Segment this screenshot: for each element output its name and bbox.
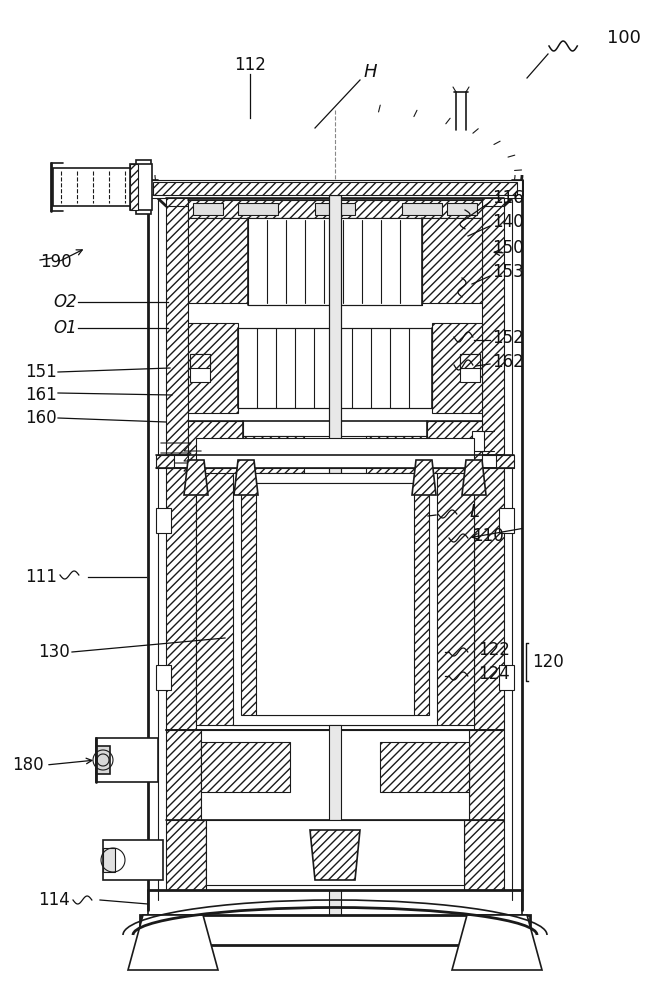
Text: 151: 151 (26, 363, 57, 381)
Bar (469, 730, 504, 820)
Bar (243, 436, 427, 496)
Bar (256, 483, 414, 715)
Bar (188, 421, 243, 496)
Bar (402, 203, 442, 215)
Bar (166, 198, 188, 455)
Bar (499, 665, 514, 690)
Bar (188, 218, 248, 303)
Bar (366, 436, 427, 481)
Bar (496, 455, 514, 468)
Bar (482, 198, 504, 455)
Bar (196, 473, 474, 725)
Text: 161: 161 (26, 386, 57, 404)
Text: 112: 112 (234, 56, 266, 74)
Bar (103, 848, 115, 872)
Text: 111: 111 (25, 568, 57, 586)
Polygon shape (234, 460, 258, 495)
Text: L: L (470, 503, 480, 521)
Bar (380, 742, 469, 792)
Bar (153, 182, 517, 195)
Bar (136, 160, 151, 214)
Text: 152: 152 (492, 329, 524, 347)
Bar (241, 483, 429, 715)
Bar (96, 746, 110, 774)
Bar (190, 354, 210, 368)
Bar (201, 730, 469, 820)
Bar (166, 820, 206, 890)
Text: 124: 124 (478, 665, 510, 683)
Text: 122: 122 (478, 641, 510, 659)
Text: 100: 100 (607, 29, 641, 47)
Bar (196, 730, 474, 760)
Bar (447, 203, 477, 215)
Bar (206, 820, 464, 890)
Text: 162: 162 (492, 353, 524, 371)
Text: 190: 190 (40, 253, 71, 271)
Bar (460, 354, 480, 368)
Bar (315, 203, 355, 215)
Bar (130, 164, 152, 210)
Text: H: H (364, 63, 377, 81)
Bar (464, 820, 504, 890)
Bar (190, 354, 210, 382)
Bar (166, 468, 196, 730)
Bar (460, 354, 480, 382)
Bar (201, 742, 290, 792)
Bar (499, 508, 514, 533)
Text: 140: 140 (492, 213, 523, 231)
Bar (148, 180, 522, 198)
Bar (248, 218, 422, 305)
Polygon shape (184, 460, 208, 495)
Bar (188, 323, 238, 413)
Text: O1: O1 (53, 319, 77, 337)
Polygon shape (462, 460, 486, 495)
Bar (206, 820, 464, 885)
Text: 153: 153 (492, 263, 524, 281)
Bar (156, 508, 171, 533)
Bar (474, 468, 504, 730)
Bar (432, 323, 482, 413)
Bar (53, 168, 148, 206)
Bar (329, 725, 341, 915)
Bar (233, 473, 437, 725)
Bar (238, 328, 432, 408)
Bar (329, 195, 341, 500)
Text: 116: 116 (492, 189, 524, 207)
Bar (243, 436, 304, 481)
Bar (427, 421, 482, 496)
Text: 120: 120 (532, 653, 564, 671)
Bar (103, 840, 163, 880)
Bar (188, 200, 482, 218)
Bar (140, 915, 530, 945)
Polygon shape (128, 915, 218, 970)
Bar (193, 203, 223, 215)
Bar (96, 738, 158, 782)
Text: 130: 130 (38, 643, 70, 661)
Text: 180: 180 (12, 756, 44, 774)
Text: O2: O2 (53, 293, 77, 311)
Bar (166, 730, 201, 820)
Bar (472, 431, 484, 451)
Bar (156, 455, 174, 468)
Text: 150: 150 (492, 239, 523, 257)
Bar (196, 438, 474, 468)
Text: 114: 114 (38, 891, 70, 909)
Polygon shape (412, 460, 436, 495)
Bar (156, 665, 171, 690)
Bar (238, 203, 278, 215)
Text: 160: 160 (26, 409, 57, 427)
Text: 110: 110 (472, 527, 504, 545)
Bar (422, 218, 482, 303)
Polygon shape (310, 830, 360, 880)
Bar (130, 164, 138, 210)
Polygon shape (452, 915, 542, 970)
